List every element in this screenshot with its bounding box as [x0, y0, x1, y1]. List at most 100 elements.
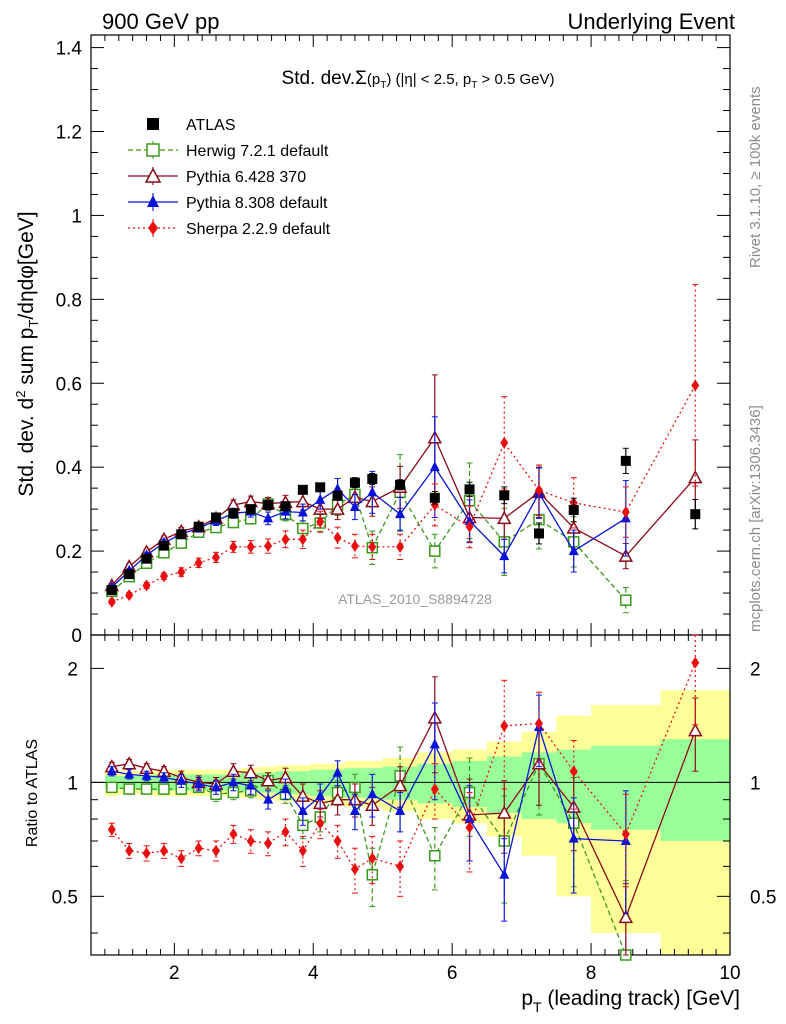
y-tick-label: 1.2 [56, 123, 82, 144]
legend-label: Sherpa 2.2.9 default [186, 221, 331, 238]
y-tick-label: 1.4 [56, 39, 83, 60]
series-4-point [229, 540, 238, 553]
series-4-point [316, 515, 325, 528]
series-0-point [332, 490, 343, 501]
legend-label: Pythia 6.428 370 [186, 169, 306, 186]
series-0-point [499, 490, 510, 501]
series-3-point [263, 512, 274, 523]
y-tick-label: 0 [71, 626, 82, 647]
x-tick-label: 8 [586, 963, 597, 984]
y-tick-label: 0.8 [56, 290, 82, 311]
series-3-point [297, 506, 308, 517]
ratio-series-3-point [280, 783, 291, 794]
series-4-point [142, 579, 151, 592]
ratio-series-4-point [281, 825, 290, 838]
ratio-series-1-point [429, 850, 441, 862]
ratio-tick-label-right: 0.5 [750, 887, 776, 908]
series-4-point [281, 533, 290, 546]
rivet-label: Rivet 3.1.10, ≥ 100k events [747, 86, 764, 268]
series-0-point [141, 553, 152, 564]
legend-marker [146, 143, 160, 157]
legend-label: ATLAS [186, 117, 236, 134]
series-0-point [367, 473, 378, 484]
ratio-series-1-point [140, 783, 153, 795]
series-3-point [332, 482, 343, 493]
y-axis-title: Std. dev. d2 sum pT/dηdφ[GeV] [13, 211, 41, 496]
y-tick-label: 1 [71, 206, 82, 227]
legend-label: Herwig 7.2.1 default [186, 143, 329, 160]
ratio-tick-label: 1 [67, 773, 78, 794]
ratio-series-2-point [392, 778, 408, 792]
ratio-series-3-point [332, 766, 343, 777]
ratio-series-3-point [106, 765, 117, 776]
series-4-point [125, 589, 134, 602]
ratio-series-3-point [367, 788, 378, 799]
ratio-series-4-point [298, 844, 307, 857]
series-0-point [124, 569, 135, 580]
ratio-series-3-point [395, 805, 406, 816]
header-right-label: Underlying Event [567, 9, 735, 34]
y-tick-label: 0.4 [56, 458, 83, 479]
ratio-series-2-point [618, 909, 634, 924]
series-3-point [395, 508, 406, 519]
series-0-point [280, 501, 291, 512]
main-y-ticks: 0 0.2 0.4 0.6 0.8 1 1.2 1.4 [56, 39, 730, 647]
ratio-tick-label-right: 1 [750, 773, 761, 794]
ratio-series-3-point [228, 776, 239, 787]
series-4-point [396, 540, 405, 553]
ratio-series-3-point [124, 768, 135, 779]
series-0-point [395, 479, 406, 490]
ratio-series-4-point [212, 844, 221, 857]
ratio-tick-label-right: 2 [750, 659, 761, 680]
series-4-point [194, 556, 203, 569]
series-4-point [298, 533, 307, 546]
x-tick-label: 6 [447, 963, 458, 984]
series-0-point [620, 455, 631, 466]
series-4-point [177, 566, 186, 579]
ratio-series-3-point [141, 769, 152, 780]
series-1-point [175, 537, 188, 549]
analysis-watermark: ATLAS_2010_S8894728 [338, 591, 492, 607]
ratio-series-3-point [297, 805, 308, 816]
series-2-point [330, 501, 345, 515]
ratio-series-4-point [107, 823, 116, 836]
main-panel: 0 0.2 0.4 0.6 0.8 1 1.2 1.4 Std. dev.Σ(pT) (|η|… [13, 34, 731, 647]
ratio-series-3-point [176, 774, 187, 785]
y-tick-label: 0.6 [56, 374, 82, 395]
series-4-point [691, 379, 700, 392]
main-x-ticks [104, 35, 731, 635]
series-0-point [315, 482, 326, 493]
legend-marker [144, 167, 162, 183]
series-3-point [367, 486, 378, 497]
series-0-point [158, 540, 169, 551]
ratio-series-4-line [111, 662, 696, 871]
ratio-series-2-point [688, 723, 703, 737]
series-0-point [297, 484, 308, 495]
series-4-point [350, 540, 359, 553]
ratio-series-3-point [429, 738, 440, 749]
series-4-point [159, 570, 168, 583]
ratio-series-2-point [260, 773, 276, 787]
ratio-series-1-point [158, 783, 170, 795]
series-3-point [464, 514, 475, 525]
ratio-series-4-point [194, 842, 203, 855]
ratio-series-3-point [158, 771, 169, 782]
series-0-point [690, 509, 701, 520]
series-3-point [568, 545, 579, 556]
series-4-point [107, 595, 116, 608]
ratio-series-4-point [125, 844, 134, 857]
series-4-point [333, 531, 342, 544]
series-1-point [620, 594, 632, 606]
ratio-y-ticks: 0.5 0.5 1 1 2 2 [52, 659, 776, 934]
ratio-series-4-point [691, 656, 700, 669]
legend-marker [148, 221, 158, 235]
series-4-point [621, 506, 630, 519]
ratio-series-4-point [569, 765, 578, 778]
plot-title: Std. dev.Σ(pT) (|η| < 2.5, pT > 0.5 GeV) [282, 68, 555, 91]
legend: ATLAS Herwig 7.2.1 default Pythia 6.428 37… [128, 117, 331, 238]
series-0-point [263, 499, 274, 510]
ratio-series-4-point [368, 852, 377, 865]
main-series-layer [104, 284, 703, 614]
ratio-panel: 2 4 6 8 10 0.5 0.5 1 1 2 2 Ratio to ATLAS [24, 634, 776, 984]
